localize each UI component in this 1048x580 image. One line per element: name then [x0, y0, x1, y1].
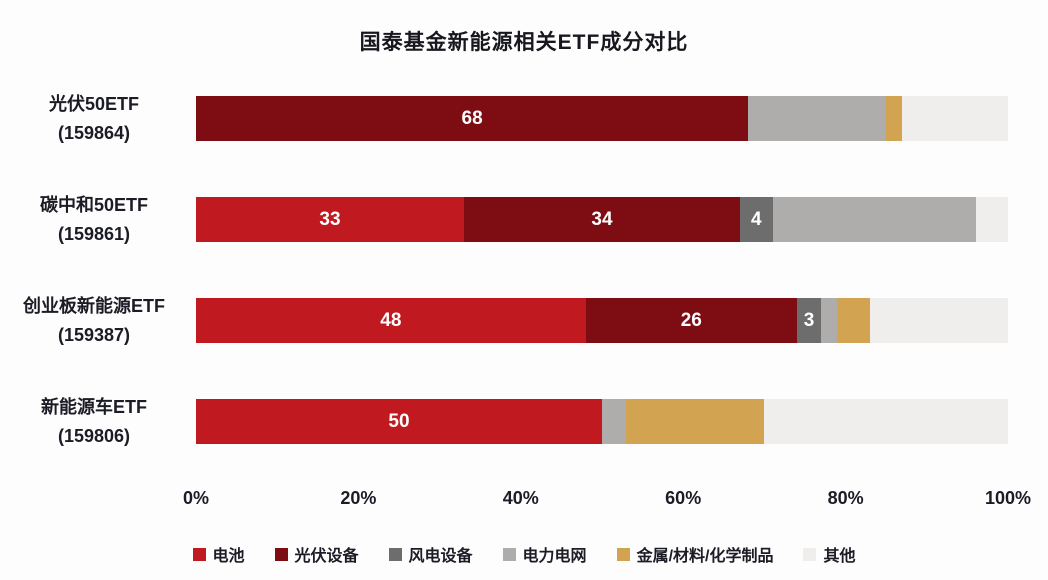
bar-segment: 34 [463, 197, 741, 242]
category-name: 光伏50ETF [48, 93, 140, 114]
bar-segment [886, 96, 903, 141]
bar-segment [869, 298, 1008, 343]
category-code: (159861) [57, 223, 131, 244]
x-axis-tick: 80% [827, 488, 864, 508]
category-label: 创业板新能源ETF (159387) [0, 292, 196, 350]
bar-segment: 26 [585, 298, 797, 343]
legend-label: 金属/材料/化学制品 [636, 548, 774, 565]
category-code: (159864) [57, 122, 131, 143]
category-code: (159387) [57, 324, 131, 345]
bar-row: 碳中和50ETF (159861) 33 34 4 [0, 169, 1048, 270]
bar-segment: 33 [196, 197, 464, 242]
category-label: 碳中和50ETF (159861) [0, 191, 196, 249]
bar-segment [748, 96, 887, 141]
legend-swatch [803, 547, 817, 561]
bar-segment [602, 399, 627, 444]
bar-segment [764, 399, 1008, 444]
bar-track: 68 [196, 96, 1008, 141]
bar-segment: 3 [796, 298, 822, 343]
legend-label: 光伏设备 [294, 548, 359, 565]
bar-row: 光伏50ETF (159864) 68 [0, 68, 1048, 169]
plot-area: 光伏50ETF (159864) 68 碳中和50ETF (159861) 33 34 4 创业… [0, 68, 1048, 472]
bar-segment: 68 [196, 96, 749, 141]
category-name: 碳中和50ETF [39, 194, 149, 215]
bar-segment [626, 399, 765, 444]
x-axis: 0% 20% 40% 60% 80% 100% [183, 482, 1031, 512]
x-axis-tick: 60% [665, 488, 702, 508]
bar-segment [902, 96, 1008, 141]
x-axis-tick: 40% [502, 488, 539, 508]
legend-item: 光伏设备 [274, 542, 359, 566]
legend-swatch [192, 547, 206, 561]
legend-label: 电力电网 [522, 548, 587, 565]
legend-item: 风电设备 [388, 542, 473, 566]
category-label: 光伏50ETF (159864) [0, 90, 196, 148]
legend-label: 电池 [212, 548, 245, 565]
x-axis-tick: 20% [340, 488, 377, 508]
legend-item: 金属/材料/化学制品 [616, 542, 774, 566]
category-name: 创业板新能源ETF [23, 295, 165, 316]
bar-segment [772, 197, 976, 242]
legend-swatch [274, 547, 288, 561]
category-code: (159806) [57, 425, 131, 446]
chart-title: 国泰基金新能源相关ETF成分对比 [359, 31, 689, 54]
bar-segment: 4 [740, 197, 773, 242]
category-label: 新能源车ETF (159806) [0, 393, 196, 451]
x-axis-tick: 0% [182, 488, 210, 508]
bar-segment: 50 [196, 399, 602, 444]
legend: 电池 光伏设备 风电设备 电力电网 金属/材料/化学制品 其他 [0, 542, 1048, 566]
legend-swatch [502, 547, 516, 561]
bar-segment: 48 [196, 298, 586, 343]
bar-row: 新能源车ETF (159806) 50 [0, 371, 1048, 472]
bar-track: 33 34 4 [196, 197, 1008, 242]
bar-segment [975, 197, 1008, 242]
legend-item: 其他 [803, 542, 855, 566]
bar-row: 创业板新能源ETF (159387) 48 26 3 [0, 270, 1048, 371]
legend-item: 电力电网 [502, 542, 587, 566]
bar-segment [821, 298, 838, 343]
legend-swatch [616, 547, 630, 561]
bar-segment [837, 298, 870, 343]
legend-label: 其他 [823, 548, 856, 565]
bar-track: 50 [196, 399, 1008, 444]
legend-item: 电池 [192, 542, 245, 566]
legend-label: 风电设备 [408, 548, 473, 565]
bar-track: 48 26 3 [196, 298, 1008, 343]
x-axis-tick: 100% [984, 488, 1032, 508]
legend-swatch [388, 547, 402, 561]
category-name: 新能源车ETF [41, 396, 147, 417]
